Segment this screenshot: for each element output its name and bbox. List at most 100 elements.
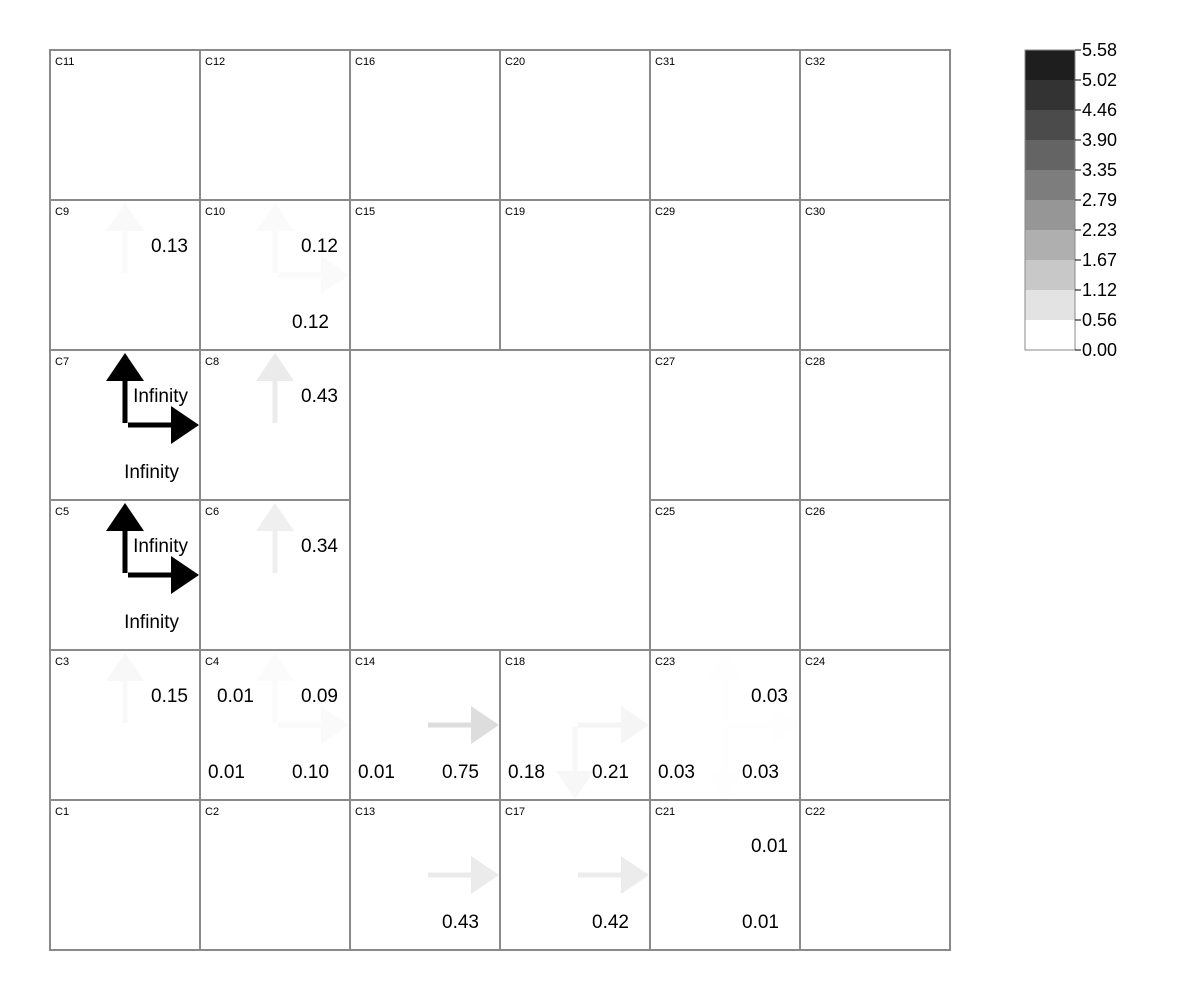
flow-value-label: 0.03 <box>658 762 695 783</box>
cell-c32 <box>799 49 951 201</box>
scale-tick-label: 0.56 <box>1082 310 1117 330</box>
cell-c29 <box>649 199 801 351</box>
flow-arrow-right <box>428 706 499 744</box>
arrows-layer <box>106 203 799 894</box>
flow-arrow-up <box>106 203 144 273</box>
cell-c30 <box>799 199 951 351</box>
cell-c16 <box>349 49 501 201</box>
cell-label: C3 <box>55 656 69 668</box>
flow-arrow-right <box>128 406 199 444</box>
cell-label: C20 <box>505 56 525 68</box>
cell-label: C24 <box>805 656 825 668</box>
scale-tick-label: 3.90 <box>1082 130 1117 150</box>
flow-value-label: 0.01 <box>208 762 245 783</box>
cell-label: C21 <box>655 806 675 818</box>
flow-arrow-right <box>728 856 799 894</box>
cell-label: C32 <box>805 56 825 68</box>
cell-c1 <box>49 799 201 951</box>
arrow-head <box>256 353 294 381</box>
arrow-head <box>406 771 444 799</box>
scale-swatch <box>1025 200 1075 230</box>
cell-c22 <box>799 799 951 951</box>
flow-value-label: 0.13 <box>151 236 188 257</box>
cell-label: C2 <box>205 806 219 818</box>
arrow-head <box>321 706 349 744</box>
scale-tick-label: 0.00 <box>1082 340 1117 360</box>
cell-label: C1 <box>55 806 69 818</box>
cell-label: C18 <box>505 656 525 668</box>
cell-label: C25 <box>655 506 675 518</box>
scale-tick-label: 5.02 <box>1082 70 1117 90</box>
scale-tick-label: 3.35 <box>1082 160 1117 180</box>
flow-arrow-up <box>256 353 294 423</box>
arrow-head <box>556 771 594 799</box>
flow-value-label: 0.03 <box>751 686 788 707</box>
flow-arrow-up <box>106 503 144 573</box>
flow-value-label: 0.34 <box>301 536 338 557</box>
flow-value-label: 0.43 <box>301 386 338 407</box>
flow-value-label: Infinity <box>133 536 188 557</box>
scale-swatch <box>1025 290 1075 320</box>
flow-arrow-up <box>106 653 144 723</box>
flow-value-label: 0.75 <box>442 762 479 783</box>
flow-arrow-up <box>706 803 744 873</box>
arrow-head <box>106 503 144 531</box>
arrow-head <box>621 856 649 894</box>
cell-c25 <box>649 499 801 651</box>
flow-arrow-right <box>428 856 499 894</box>
scale-tick-label: 1.12 <box>1082 280 1117 300</box>
flow-value-label: 0.09 <box>301 686 338 707</box>
flow-arrow-right <box>128 556 199 594</box>
flow-arrow-down <box>406 727 444 799</box>
cell-label: C11 <box>55 56 74 68</box>
cell-label: C26 <box>805 506 825 518</box>
flow-arrow-up <box>256 653 294 723</box>
flow-arrow-right <box>728 706 799 744</box>
arrow-head <box>256 771 294 799</box>
cell-c31 <box>649 49 801 201</box>
arrow-head <box>471 856 499 894</box>
values-layer: 0.13 0.12 0.12 Infinity Infinity 0.43 Infinity… <box>124 236 788 933</box>
cell-c26 <box>799 499 951 651</box>
scale-swatch <box>1025 140 1075 170</box>
flow-value-label: 0.15 <box>151 686 188 707</box>
flow-value-label: 0.12 <box>292 312 329 333</box>
scale-tick-label: 1.67 <box>1082 250 1117 270</box>
flow-value-label: 0.01 <box>217 686 254 707</box>
scale-swatch <box>1025 50 1075 80</box>
flow-value-label: 0.03 <box>742 762 779 783</box>
arrow-head <box>771 856 799 894</box>
flow-arrow-up <box>256 203 294 273</box>
arrow-head <box>106 653 144 681</box>
flow-arrow-left <box>201 706 272 744</box>
cell-label: C17 <box>505 806 525 818</box>
arrow-head <box>256 653 294 681</box>
flow-arrow-down <box>706 727 744 799</box>
cell-c15 <box>349 199 501 351</box>
cell-c28 <box>799 349 951 501</box>
cell-label: C5 <box>55 506 69 518</box>
flow-value-label: 0.01 <box>358 762 395 783</box>
cell-c19 <box>499 199 651 351</box>
cell-label: C10 <box>205 206 225 218</box>
cell-c11 <box>49 49 201 201</box>
flow-value-label: 0.01 <box>742 912 779 933</box>
cell-label: C14 <box>355 656 375 668</box>
cell-label: C12 <box>205 56 225 68</box>
arrow-head <box>171 406 199 444</box>
flow-arrow-down <box>556 727 594 799</box>
cell-c24 <box>799 649 951 801</box>
flow-arrow-right <box>278 706 349 744</box>
flow-value-label: Infinity <box>124 462 179 483</box>
flow-arrow-right <box>578 706 649 744</box>
scale-swatch <box>1025 320 1075 350</box>
arrow-head <box>706 771 744 799</box>
scale-swatch <box>1025 110 1075 140</box>
arrow-head <box>321 256 349 294</box>
cell-label: C9 <box>55 206 69 218</box>
arrow-head <box>106 203 144 231</box>
arrow-head <box>171 556 199 594</box>
flow-value-label: Infinity <box>124 612 179 633</box>
arrow-head <box>706 653 744 681</box>
